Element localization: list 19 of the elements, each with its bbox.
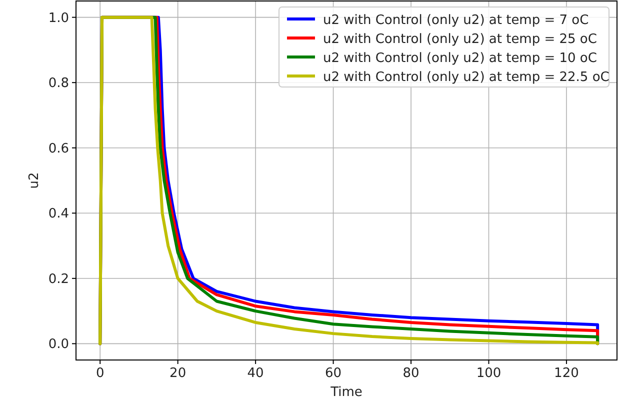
y-tick-label: 0.8 (48, 76, 69, 92)
y-tick-label: 0.6 (48, 141, 69, 156)
x-tick-label: 40 (247, 366, 264, 381)
y-tick-label: 0.2 (48, 272, 69, 287)
y-tick-label: 1.0 (48, 10, 69, 26)
x-tick-label: 0 (96, 366, 104, 381)
y-tick-label: 0.0 (48, 337, 69, 352)
x-axis-title: Time (330, 385, 362, 400)
legend-label: u2 with Control (only u2) at temp = 10 oC (323, 51, 597, 66)
x-tick-label: 80 (402, 366, 420, 381)
x-tick-label: 20 (170, 366, 186, 381)
legend-label: u2 with Control (only u2) at temp = 25 oC (323, 32, 597, 47)
y-axis-title: u2 (27, 172, 42, 189)
x-tick-label: 60 (325, 366, 342, 381)
x-tick-label: 100 (476, 366, 502, 381)
x-tick-label: 120 (554, 366, 579, 381)
y-tick-label: 0.4 (48, 206, 69, 222)
legend-label: u2 with Control (only u2) at temp = 7 oC (323, 13, 589, 28)
legend-label: u2 with Control (only u2) at temp = 22.5 oC (323, 70, 610, 85)
